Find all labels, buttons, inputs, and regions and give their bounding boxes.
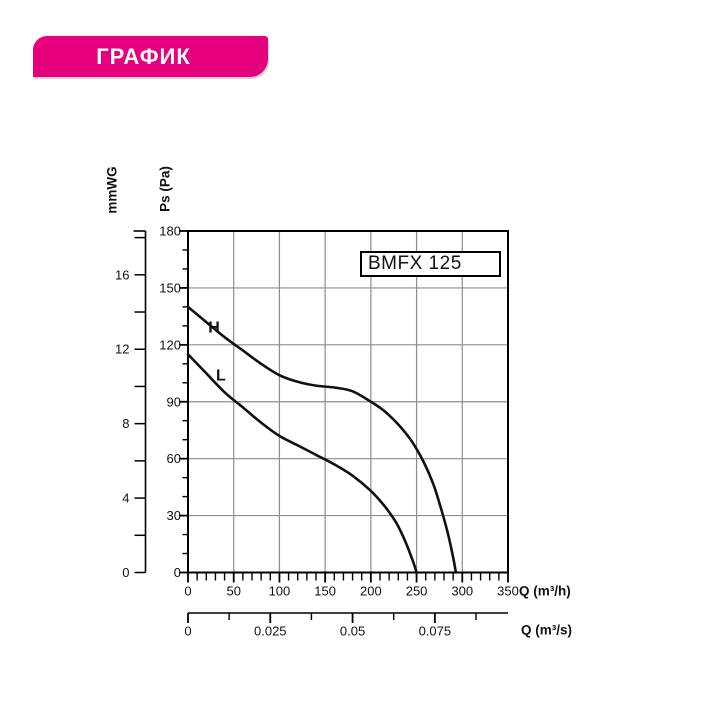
mmwg-axis-tick-label: 12 <box>115 342 129 357</box>
x-axis-tick-label: 0 <box>184 584 191 599</box>
curve-L <box>186 353 418 574</box>
x-axis-tick-label: 100 <box>269 584 291 599</box>
mmwg-axis-tick-label: 4 <box>122 491 129 506</box>
x-axis-tick-label: 250 <box>406 584 428 599</box>
mmwg-axis-tick-label: 0 <box>122 565 129 580</box>
x2-axis-tick-label: 0.075 <box>419 624 452 639</box>
page-title: ГРАФИК <box>96 43 191 69</box>
chart-header-banner: ГРАФИК <box>33 36 268 77</box>
x-axis-tick-label: 350 <box>497 584 519 599</box>
mmwg-axis-tick-label: 8 <box>122 416 129 431</box>
pa-axis-tick-label: 0 <box>174 565 181 580</box>
pa-axis-tick-label: 180 <box>159 224 181 239</box>
x-axis-tick-label: 150 <box>314 584 336 599</box>
x2-axis-title: Q (m³/s) <box>521 623 572 638</box>
pa-axis-tick-label: 30 <box>167 508 181 523</box>
pa-axis-tick-label: 120 <box>159 337 181 352</box>
mmwg-axis-tick-label: 16 <box>115 267 129 282</box>
model-label: BMFX 125 <box>368 253 462 274</box>
pa-axis-tick-label: 150 <box>159 280 181 295</box>
x2-axis-tick-label: 0 <box>184 624 191 639</box>
x-axis-title: Q (m³/h) <box>519 584 571 599</box>
x-axis-tick-label: 300 <box>451 584 473 599</box>
x2-axis-tick-label: 0.025 <box>254 624 287 639</box>
pa-axis-title: Ps (Pa) <box>158 166 173 212</box>
pa-axis-tick-label: 90 <box>167 394 181 409</box>
x-axis-tick-label: 50 <box>226 584 240 599</box>
curve-H <box>186 305 458 574</box>
mmwg-axis-title: mmWG <box>105 166 120 213</box>
x-axis-tick-label: 200 <box>360 584 382 599</box>
pa-axis-tick-label: 60 <box>167 451 181 466</box>
curve-label-H: H <box>208 319 220 336</box>
model-label-box: BMFX 125 <box>360 251 501 277</box>
x2-axis-tick-label: 0.05 <box>340 624 365 639</box>
curve-label-L: L <box>216 368 226 385</box>
